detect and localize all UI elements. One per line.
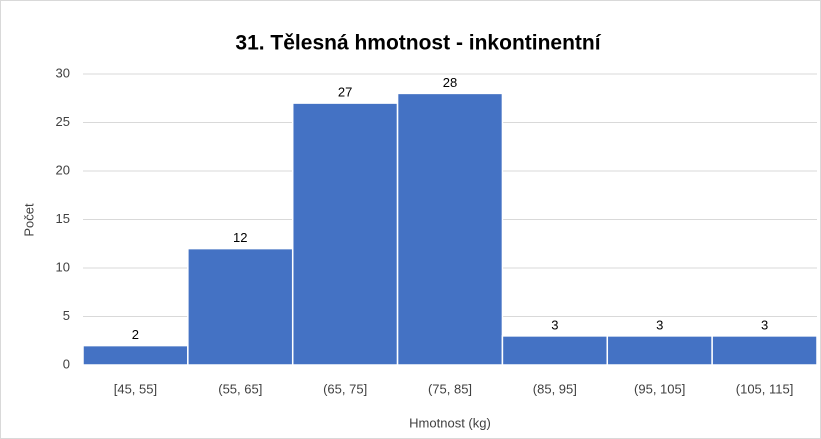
y-tick-label: 15 xyxy=(56,211,70,226)
bar xyxy=(396,92,504,366)
x-tick-label: (85, 95] xyxy=(533,381,577,396)
bar xyxy=(711,335,818,366)
y-tick-label: 20 xyxy=(56,162,70,177)
bar xyxy=(82,344,189,366)
data-label: 3 xyxy=(656,317,663,332)
bar xyxy=(501,335,609,366)
x-tick-label: (65, 75] xyxy=(323,381,367,396)
x-tick-label: (75, 85] xyxy=(428,381,472,396)
bar xyxy=(606,335,713,366)
bar xyxy=(187,247,294,366)
y-tick-label: 5 xyxy=(63,308,70,323)
data-label: 27 xyxy=(338,85,352,100)
x-tick-label: (95, 105] xyxy=(634,381,685,396)
y-tick-label: 25 xyxy=(56,114,70,129)
y-tick-label: 30 xyxy=(56,65,70,80)
data-label: 2 xyxy=(132,327,139,342)
y-axis-label: Počet xyxy=(21,203,36,237)
data-label: 3 xyxy=(761,317,768,332)
x-tick-label: (105, 115] xyxy=(736,381,794,396)
bar xyxy=(291,102,399,366)
data-label: 12 xyxy=(233,230,247,245)
y-tick-label: 0 xyxy=(63,356,70,371)
data-label: 28 xyxy=(443,75,457,90)
chart-title: 31. Tělesná hmotnost - inkontinentní xyxy=(235,32,601,55)
data-label: 3 xyxy=(551,317,558,332)
x-tick-label: [45, 55] xyxy=(114,381,157,396)
y-tick-label: 10 xyxy=(56,259,70,274)
x-axis-label: Hmotnost (kg) xyxy=(409,415,491,430)
x-tick-label: (55, 65] xyxy=(218,381,262,396)
